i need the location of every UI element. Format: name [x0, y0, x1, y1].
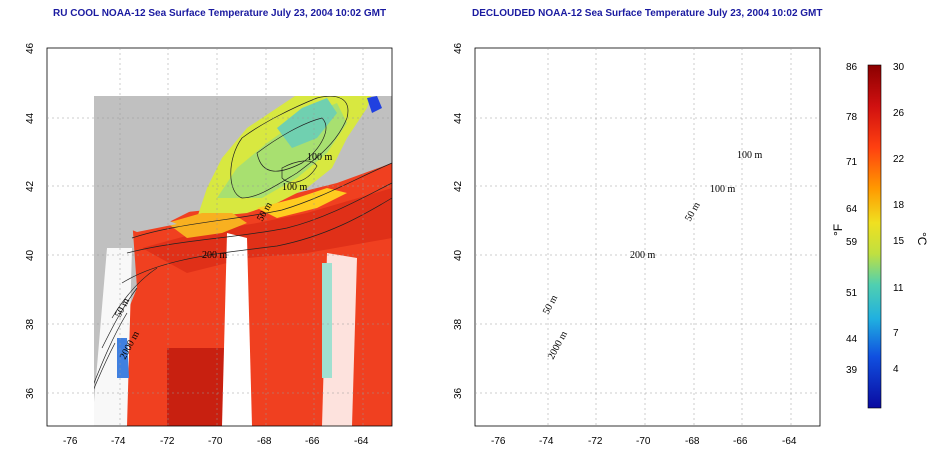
celsius-tick: 18: [893, 200, 905, 211]
right-lon-tick: -66: [733, 436, 748, 447]
right-lat-tick: 46: [453, 42, 464, 54]
fahrenheit-tick: 59: [846, 237, 858, 248]
left-lat-tick: 42: [25, 180, 36, 192]
left-map-title: RU COOL NOAA-12 Sea Surface Temperature …: [53, 8, 387, 19]
celsius-tick: 15: [893, 236, 905, 247]
right-lat-tick: 42: [453, 180, 464, 192]
celsius-tick: 26: [893, 108, 905, 119]
celsius-tick: 22: [893, 154, 905, 165]
left-map: 100 m 100 m 50 m 200 m 50 m 2000 m 46 44…: [25, 42, 393, 447]
left-contour-label-100b: 100 m: [282, 182, 308, 193]
fahrenheit-tick: 86: [846, 62, 858, 73]
celsius-tick: 4: [893, 364, 899, 375]
fahrenheit-unit-label: °F: [831, 224, 845, 236]
right-lon-tick: -64: [782, 436, 797, 447]
celsius-tick: 30: [893, 62, 905, 73]
right-lon-tick: -74: [539, 436, 554, 447]
left-lat-tick: 46: [25, 42, 36, 54]
right-contour-label-200: 200 m: [630, 250, 656, 261]
right-lat-tick: 40: [453, 249, 464, 261]
fahrenheit-tick: 78: [846, 112, 858, 123]
colorbar-c-ticks: 30 26 22 18 15 11 7 4: [893, 62, 905, 375]
left-lat-ticks: 46 44 42 40 38 36: [25, 42, 36, 399]
left-lat-tick: 44: [25, 112, 36, 124]
celsius-unit-label: °C: [915, 232, 929, 246]
right-contour-label-100b: 100 m: [710, 184, 736, 195]
fahrenheit-tick: 51: [846, 288, 858, 299]
right-map-title: DECLOUDED NOAA-12 Sea Surface Temperatur…: [472, 8, 823, 19]
colorbar: 86 78 71 64 59 51 44 39 30 26 22 18 15 1…: [831, 62, 929, 409]
left-lon-ticks: -76 -74 -72 -70 -68 -66 -64: [63, 436, 369, 447]
left-lon-tick: -68: [257, 436, 272, 447]
fahrenheit-tick: 71: [846, 157, 858, 168]
celsius-tick: 7: [893, 328, 899, 339]
left-contour-label-200: 200 m: [202, 250, 228, 261]
right-lon-ticks: -76 -74 -72 -70 -68 -66 -64: [491, 436, 797, 447]
left-lon-tick: -74: [111, 436, 126, 447]
right-lat-tick: 38: [453, 318, 464, 330]
fahrenheit-tick: 44: [846, 334, 858, 345]
celsius-tick: 11: [893, 283, 904, 294]
right-lat-tick: 36: [453, 387, 464, 399]
right-contour-label-100a: 100 m: [737, 150, 763, 161]
right-map: 100 m 100 m 50 m 200 m 50 m 2000 m 46 44…: [453, 42, 821, 447]
left-lon-tick: -70: [208, 436, 223, 447]
left-lon-tick: -66: [305, 436, 320, 447]
left-lon-tick: -72: [160, 436, 175, 447]
right-contour-label-50: 50 m: [683, 200, 703, 223]
right-lat-ticks: 46 44 42 40 38 36: [453, 42, 464, 399]
right-lon-tick: -76: [491, 436, 506, 447]
fahrenheit-tick: 39: [846, 365, 858, 376]
right-lon-tick: -68: [685, 436, 700, 447]
right-lat-tick: 44: [453, 112, 464, 124]
left-contour-label-100a: 100 m: [307, 152, 333, 163]
left-lat-tick: 38: [25, 318, 36, 330]
colorbar-gradient: [867, 64, 882, 409]
fahrenheit-tick: 64: [846, 204, 858, 215]
left-lon-tick: -76: [63, 436, 78, 447]
left-lat-tick: 40: [25, 249, 36, 261]
colorbar-f-ticks: 86 78 71 64 59 51 44 39: [846, 62, 858, 376]
right-contour-label-50-south: 50 m: [541, 293, 560, 316]
left-lon-tick: -64: [354, 436, 369, 447]
right-lon-tick: -70: [636, 436, 651, 447]
right-lon-tick: -72: [588, 436, 603, 447]
right-contour-label-2000: 2000 m: [546, 329, 570, 361]
left-lat-tick: 36: [25, 387, 36, 399]
